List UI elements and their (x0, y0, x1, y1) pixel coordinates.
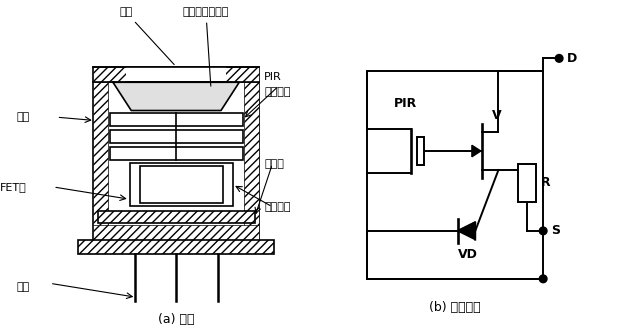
Bar (78, 240, 274, 254)
Bar (93, 67, 108, 240)
Text: V: V (492, 109, 502, 122)
Bar (127, 67, 226, 82)
Text: 菲涅尔滤光透镜: 菲涅尔滤光透镜 (183, 7, 229, 86)
Polygon shape (113, 82, 239, 111)
Text: PIR: PIR (394, 97, 417, 110)
Text: 热电元件: 热电元件 (264, 87, 291, 97)
Bar (518, 164, 536, 202)
Bar (98, 211, 255, 223)
Text: (b) 内部电路: (b) 内部电路 (429, 301, 481, 314)
Bar (93, 67, 259, 240)
Text: 窗口: 窗口 (119, 7, 174, 64)
Text: PIR: PIR (264, 72, 282, 82)
Bar (417, 137, 424, 165)
Bar (93, 225, 259, 240)
Bar (244, 67, 259, 240)
Text: (a) 结构: (a) 结构 (158, 313, 194, 326)
Text: 引脚: 引脚 (17, 282, 30, 292)
Text: FET管: FET管 (0, 182, 27, 192)
Text: VD: VD (458, 248, 478, 262)
Text: D: D (567, 52, 578, 65)
Bar (110, 130, 243, 143)
Bar (367, 71, 543, 279)
Bar (93, 67, 259, 82)
Text: 电路元件: 电路元件 (264, 202, 291, 212)
Bar (110, 113, 243, 126)
Circle shape (555, 54, 563, 62)
Text: 支承环: 支承环 (264, 159, 284, 169)
Circle shape (539, 275, 547, 283)
Circle shape (539, 227, 547, 235)
Text: R: R (541, 176, 550, 189)
Polygon shape (458, 222, 475, 240)
Text: 外壳: 外壳 (17, 112, 30, 122)
Bar (130, 163, 233, 206)
Text: S: S (551, 224, 560, 237)
Bar (139, 166, 222, 202)
Polygon shape (472, 145, 481, 157)
Bar (110, 147, 243, 160)
